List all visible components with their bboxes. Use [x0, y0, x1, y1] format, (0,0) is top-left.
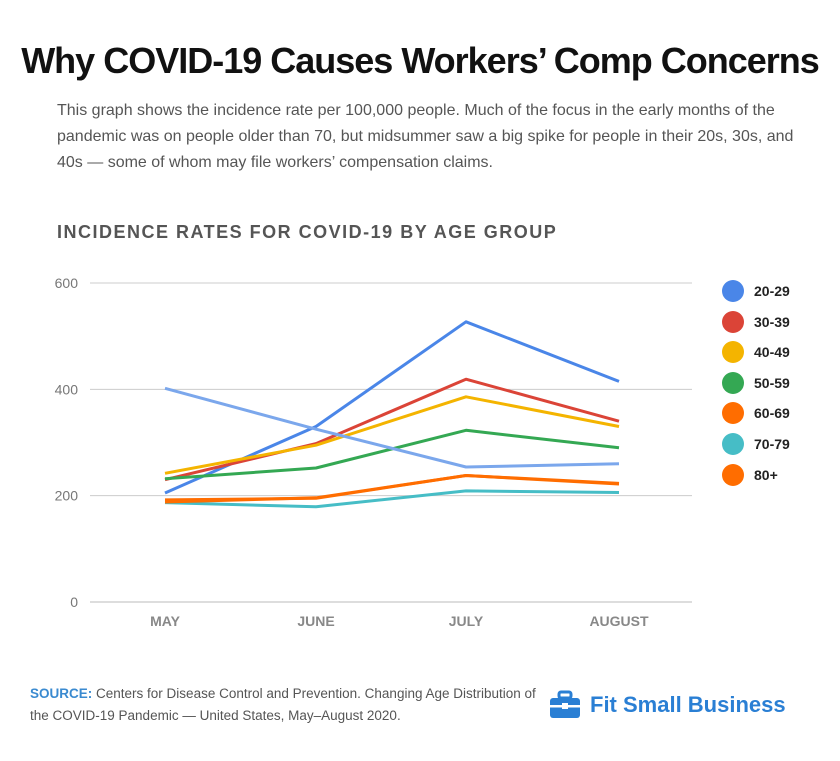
- legend-label: 30-39: [754, 313, 790, 330]
- legend-swatch: [722, 432, 744, 455]
- source-note: SOURCE: Centers for Disease Control and …: [30, 683, 550, 727]
- series-line-80plus: [164, 474, 620, 504]
- legend-label: 20-29: [754, 283, 790, 299]
- legend-item: 50-59: [722, 371, 832, 394]
- y-tick-label: 600: [55, 275, 79, 291]
- y-tick-label: 200: [55, 488, 79, 504]
- page-title: Why COVID-19 Causes Workers’ Comp Concer…: [21, 40, 820, 81]
- x-tick-label: JULY: [449, 613, 484, 629]
- legend-label: 70-79: [754, 435, 790, 452]
- x-tick-label: MAY: [150, 613, 180, 629]
- brand-logo: Fit Small Business: [548, 688, 786, 722]
- legend-item: 30-39: [722, 310, 832, 333]
- y-axis-ticks: 0 200 400 600: [55, 275, 79, 610]
- legend-item: 60-69: [722, 402, 832, 425]
- legend-swatch: [722, 341, 744, 364]
- series-line-unlabeled: [164, 386, 620, 469]
- page-subtitle: This graph shows the incidence rate per …: [57, 102, 794, 171]
- series-line-30-39: [164, 377, 620, 482]
- legend-label: 60-69: [754, 405, 790, 422]
- brand-name: Fit Small Business: [590, 692, 786, 717]
- legend-label: 50-59: [754, 374, 790, 391]
- legend-item: 80+: [722, 463, 832, 486]
- x-tick-label: JUNE: [297, 613, 334, 629]
- legend-swatch: [722, 310, 744, 333]
- x-axis-ticks: MAY JUNE JULY AUGUST: [150, 613, 649, 629]
- x-tick-label: AUGUST: [589, 613, 649, 629]
- legend-label: 40-49: [754, 344, 790, 361]
- y-tick-label: 0: [70, 594, 78, 610]
- source-text: Centers for Disease Control and Preventi…: [30, 686, 536, 723]
- legend-swatch: [722, 463, 744, 486]
- legend-swatch: [722, 371, 744, 394]
- y-tick-label: 400: [55, 381, 79, 397]
- legend-swatch: [722, 280, 744, 302]
- chart-series-lines: [164, 320, 620, 509]
- legend-item: 20-29: [722, 280, 832, 302]
- chart-legend: 20-29 30-39 40-49 50-59 60-69 70-79 80+: [722, 280, 832, 494]
- line-chart: 0 200 400 600 MAY JUNE JULY AUGUST: [55, 275, 692, 629]
- legend-swatch: [722, 402, 744, 425]
- source-label: SOURCE:: [30, 686, 93, 701]
- series-line-70-79: [164, 489, 620, 509]
- series-line-40-49: [164, 395, 620, 475]
- briefcase-icon: [550, 690, 580, 718]
- legend-item: 40-49: [722, 341, 832, 364]
- legend-label: 80+: [754, 466, 778, 483]
- chart-title: INCIDENCE RATES FOR COVID-19 BY AGE GROU…: [57, 222, 558, 242]
- legend-item: 70-79: [722, 432, 832, 455]
- chart-gridlines: [90, 282, 692, 603]
- series-line-50-59: [164, 428, 620, 481]
